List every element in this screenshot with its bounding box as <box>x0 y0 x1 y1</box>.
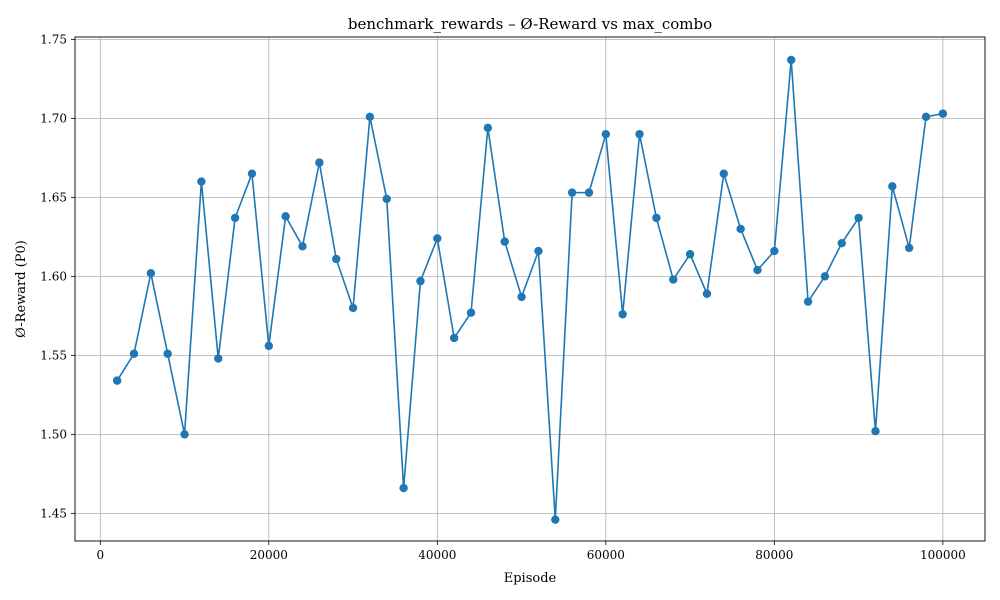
data-point <box>264 341 273 351</box>
data-point <box>517 292 526 302</box>
data-point <box>230 213 240 223</box>
x-tick-label: 60000 <box>587 548 625 562</box>
y-tick-label: 1.75 <box>40 32 67 46</box>
x-axis-ticks: 0 20000 40000 60000 80000 100000 <box>96 541 966 562</box>
data-point <box>382 194 391 204</box>
data-point <box>466 308 476 317</box>
y-axis-label: Ø-Reward (P0) <box>14 240 29 338</box>
data-point <box>567 188 577 197</box>
data-point <box>146 269 156 278</box>
data-point <box>180 430 189 439</box>
data-point <box>129 349 139 358</box>
plot-frame <box>74 36 986 542</box>
data-point <box>500 237 509 246</box>
y-axis-ticks: 1.45 1.50 1.55 1.60 1.65 1.70 1.75 <box>40 32 75 520</box>
x-tick-label: 40000 <box>418 548 456 562</box>
x-tick-label: 80000 <box>755 548 793 562</box>
data-point <box>753 265 762 275</box>
data-point <box>416 276 425 286</box>
x-tick-label: 100000 <box>920 548 966 562</box>
y-tick-label: 1.55 <box>40 348 67 362</box>
y-tick-label: 1.50 <box>40 427 67 441</box>
data-point <box>247 169 257 178</box>
chart-title: benchmark_rewards – Ø-Reward vs max_comb… <box>348 15 712 33</box>
x-axis-label: Episode <box>504 571 557 586</box>
y-tick-label: 1.45 <box>40 506 67 520</box>
data-point <box>601 129 611 139</box>
x-tick-label: 20000 <box>250 548 288 562</box>
x-tick-label: 0 <box>96 548 104 562</box>
data-point <box>281 212 290 221</box>
grid <box>75 37 985 541</box>
data-point <box>163 349 172 358</box>
data-point <box>298 242 307 251</box>
data-point <box>685 250 695 259</box>
series-reward <box>112 55 948 524</box>
data-point <box>921 112 931 121</box>
data-point <box>803 297 813 306</box>
data-point <box>618 310 627 319</box>
data-point <box>938 109 948 118</box>
data-point <box>197 177 206 186</box>
data-point <box>365 112 375 121</box>
data-point <box>702 289 712 298</box>
data-point <box>433 234 442 243</box>
data-point <box>584 188 594 197</box>
data-point <box>854 213 863 223</box>
data-point <box>787 55 796 65</box>
y-tick-label: 1.70 <box>40 111 67 125</box>
data-point <box>332 254 341 264</box>
data-point <box>837 238 846 248</box>
data-point <box>315 158 324 167</box>
y-tick-label: 1.65 <box>40 190 67 204</box>
data-point <box>770 246 779 256</box>
data-point <box>652 213 661 223</box>
data-point <box>348 303 358 313</box>
data-point <box>534 246 543 256</box>
data-point <box>399 483 408 493</box>
data-point <box>483 123 493 133</box>
series-line <box>116 59 944 520</box>
data-point <box>449 333 459 343</box>
data-point <box>669 275 678 284</box>
y-tick-label: 1.60 <box>40 269 67 283</box>
data-point <box>112 376 122 385</box>
data-point <box>871 426 880 436</box>
data-point <box>888 182 897 191</box>
data-point <box>820 272 830 281</box>
data-point <box>635 129 644 139</box>
data-point <box>904 243 914 253</box>
data-point <box>736 224 745 234</box>
data-point <box>719 169 728 178</box>
data-point <box>214 354 223 363</box>
data-point <box>551 515 560 524</box>
